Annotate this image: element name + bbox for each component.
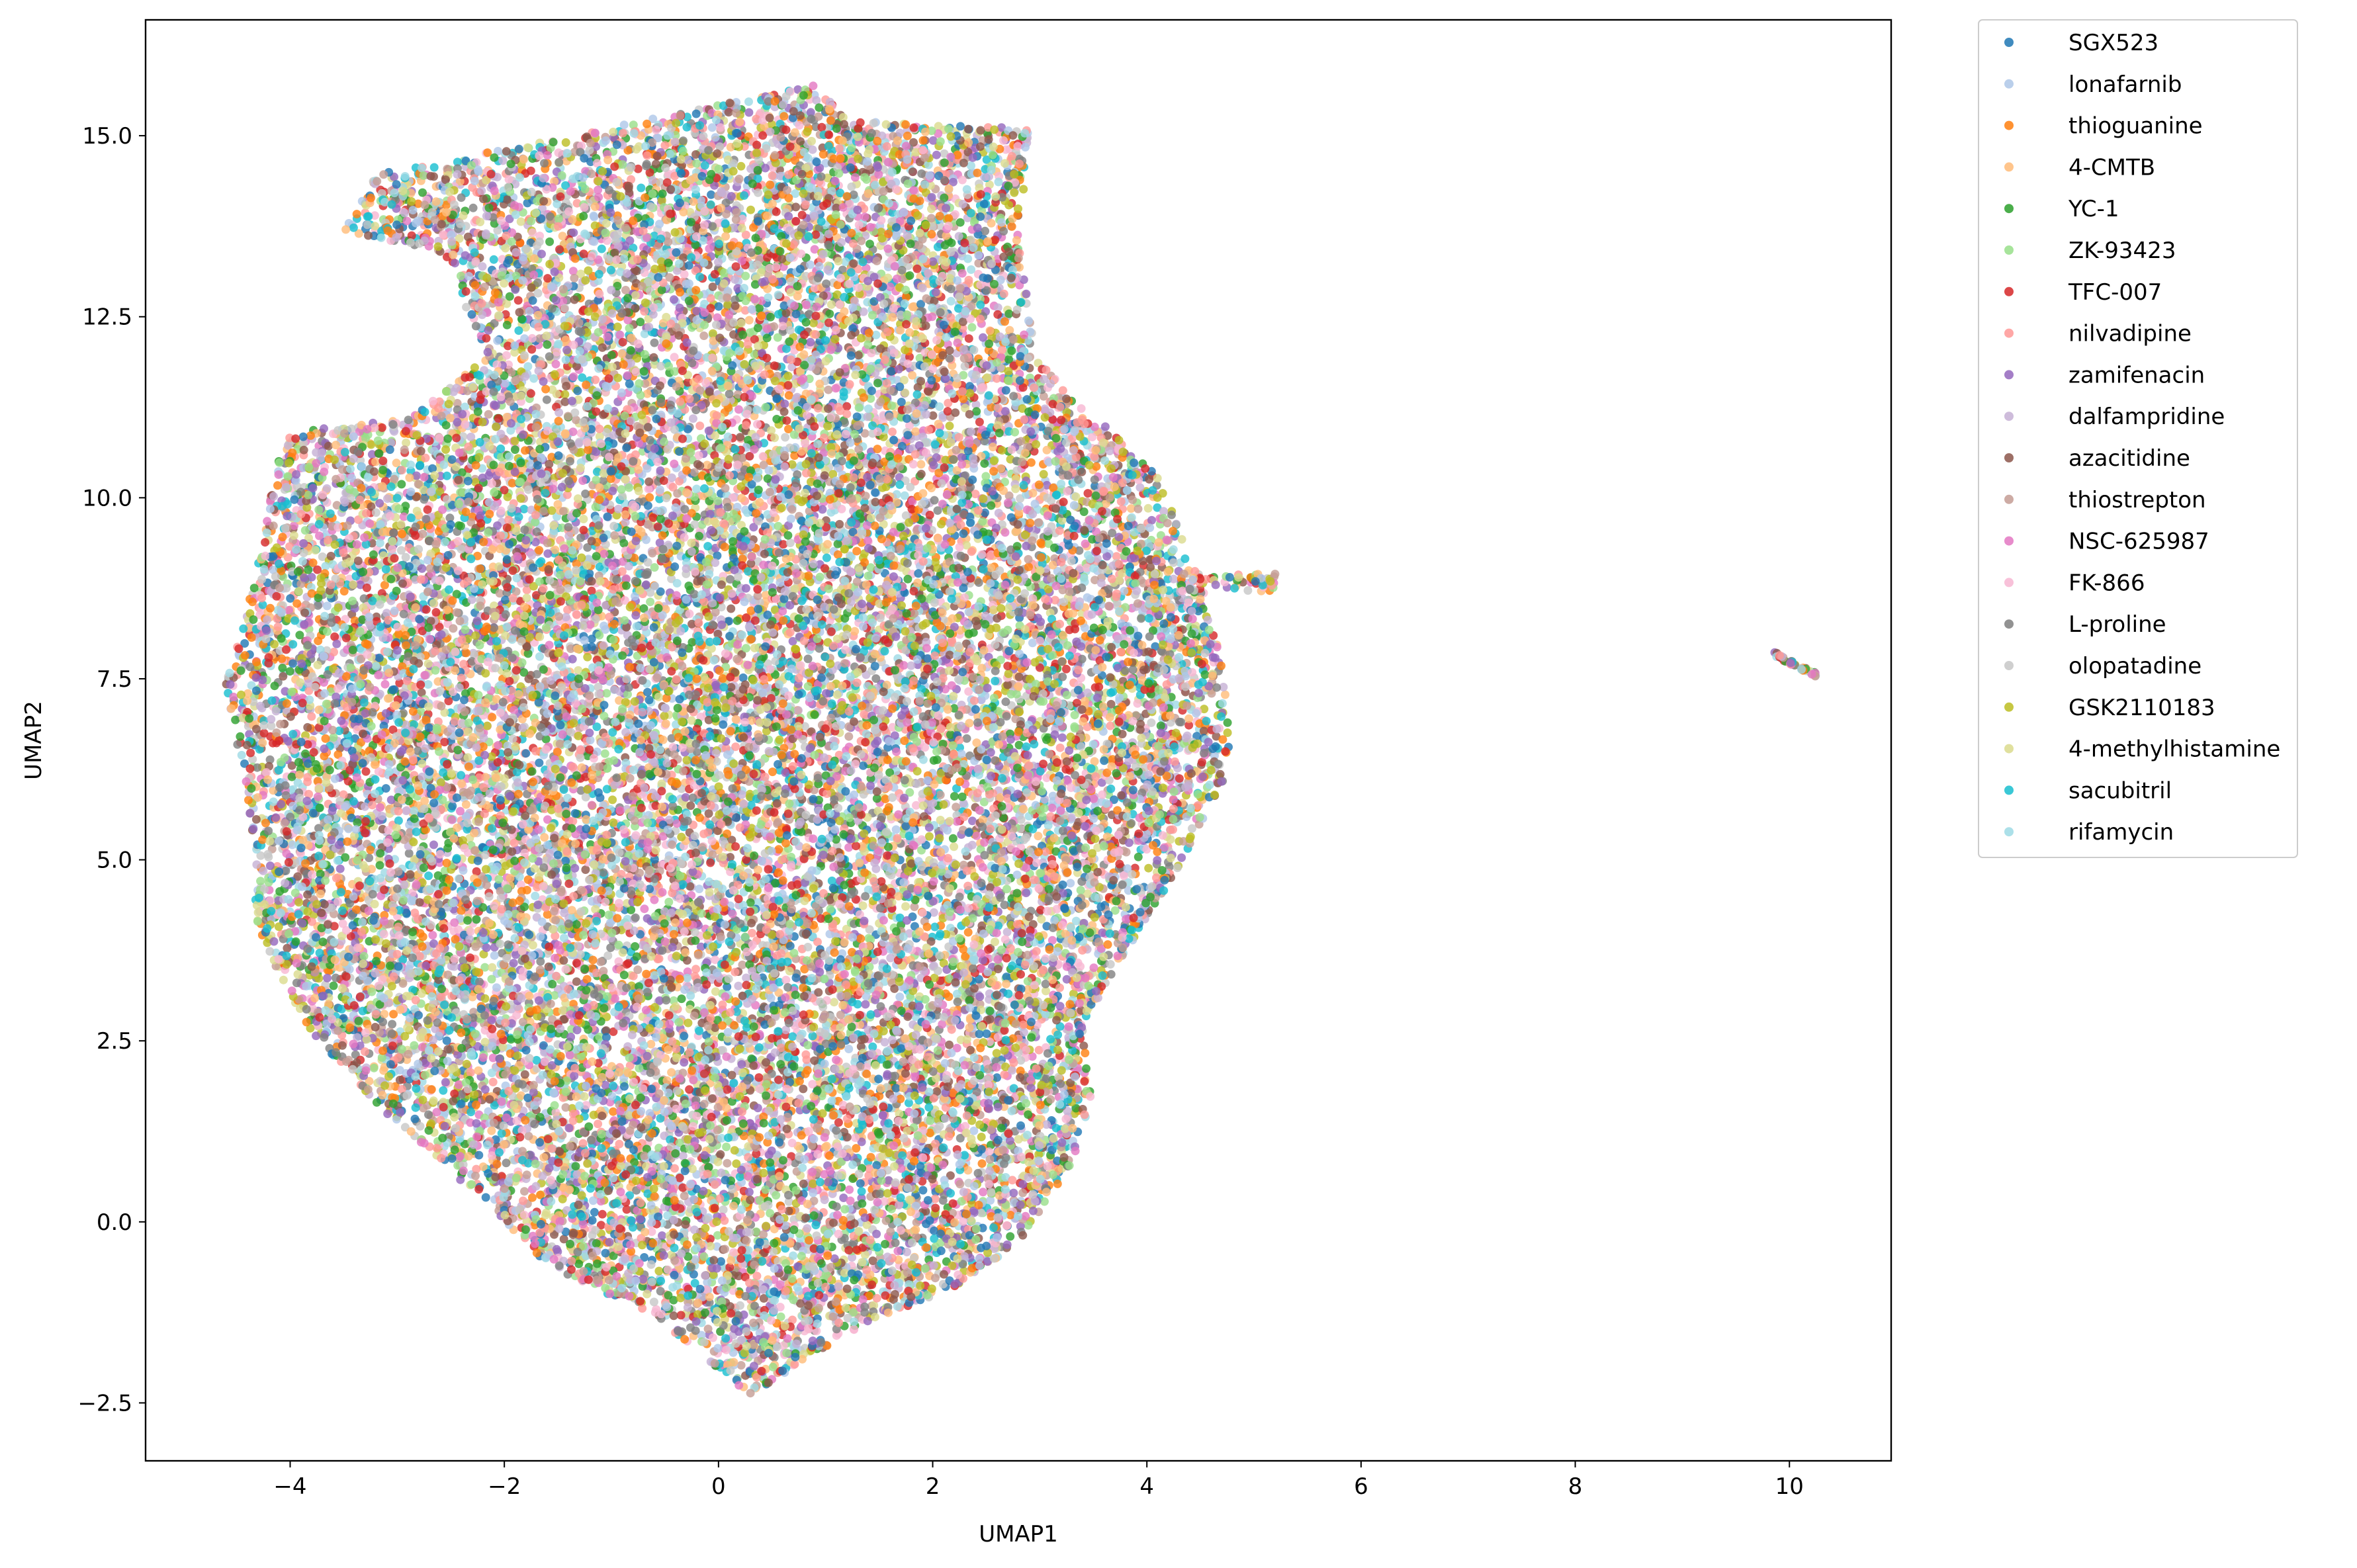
scatter-point	[895, 1110, 904, 1119]
scatter-point	[519, 505, 529, 513]
scatter-point	[574, 666, 583, 675]
scatter-point	[522, 586, 531, 595]
scatter-point	[367, 450, 377, 459]
scatter-point	[428, 931, 437, 939]
scatter-point	[730, 1146, 739, 1155]
scatter-point	[963, 928, 973, 937]
scatter-point	[646, 597, 655, 607]
scatter-point	[962, 734, 971, 743]
scatter-point	[402, 438, 411, 447]
scatter-point	[723, 982, 732, 992]
scatter-point	[1221, 690, 1229, 699]
scatter-point	[1040, 1197, 1049, 1206]
scatter-point	[708, 1333, 717, 1342]
scatter-point	[929, 908, 938, 917]
scatter-point	[505, 214, 514, 224]
scatter-point	[1034, 1045, 1044, 1055]
scatter-point	[233, 740, 242, 749]
scatter-point	[793, 470, 802, 479]
scatter-point	[1153, 503, 1162, 512]
scatter-points	[222, 81, 1820, 1398]
scatter-point	[787, 363, 797, 372]
scatter-point	[417, 688, 426, 697]
scatter-point	[581, 865, 590, 874]
scatter-point	[1006, 1232, 1015, 1241]
scatter-point	[600, 749, 609, 758]
scatter-point	[719, 1205, 728, 1214]
scatter-point	[388, 1020, 397, 1029]
scatter-point	[594, 1119, 603, 1129]
scatter-point	[572, 977, 581, 986]
scatter-point	[1143, 503, 1153, 513]
scatter-point	[237, 750, 246, 760]
scatter-point	[540, 833, 549, 842]
scatter-point	[498, 156, 508, 165]
scatter-point	[395, 678, 404, 687]
scatter-point	[936, 519, 946, 529]
scatter-point	[950, 792, 959, 801]
scatter-point	[329, 981, 338, 990]
scatter-point	[1057, 733, 1067, 742]
scatter-point	[860, 429, 869, 438]
scatter-point	[844, 1045, 854, 1053]
scatter-point	[475, 640, 484, 650]
scatter-point	[1083, 489, 1092, 498]
scatter-point	[938, 413, 948, 422]
scatter-point	[696, 942, 705, 951]
scatter-point	[774, 845, 783, 854]
scatter-point	[916, 460, 926, 469]
scatter-point	[472, 867, 481, 876]
scatter-point	[815, 414, 824, 422]
scatter-point	[597, 244, 606, 253]
scatter-point	[322, 601, 332, 611]
scatter-point	[520, 1187, 529, 1196]
scatter-point	[781, 433, 790, 442]
scatter-point	[830, 998, 838, 1007]
scatter-point	[1177, 853, 1186, 862]
scatter-point	[397, 480, 406, 489]
